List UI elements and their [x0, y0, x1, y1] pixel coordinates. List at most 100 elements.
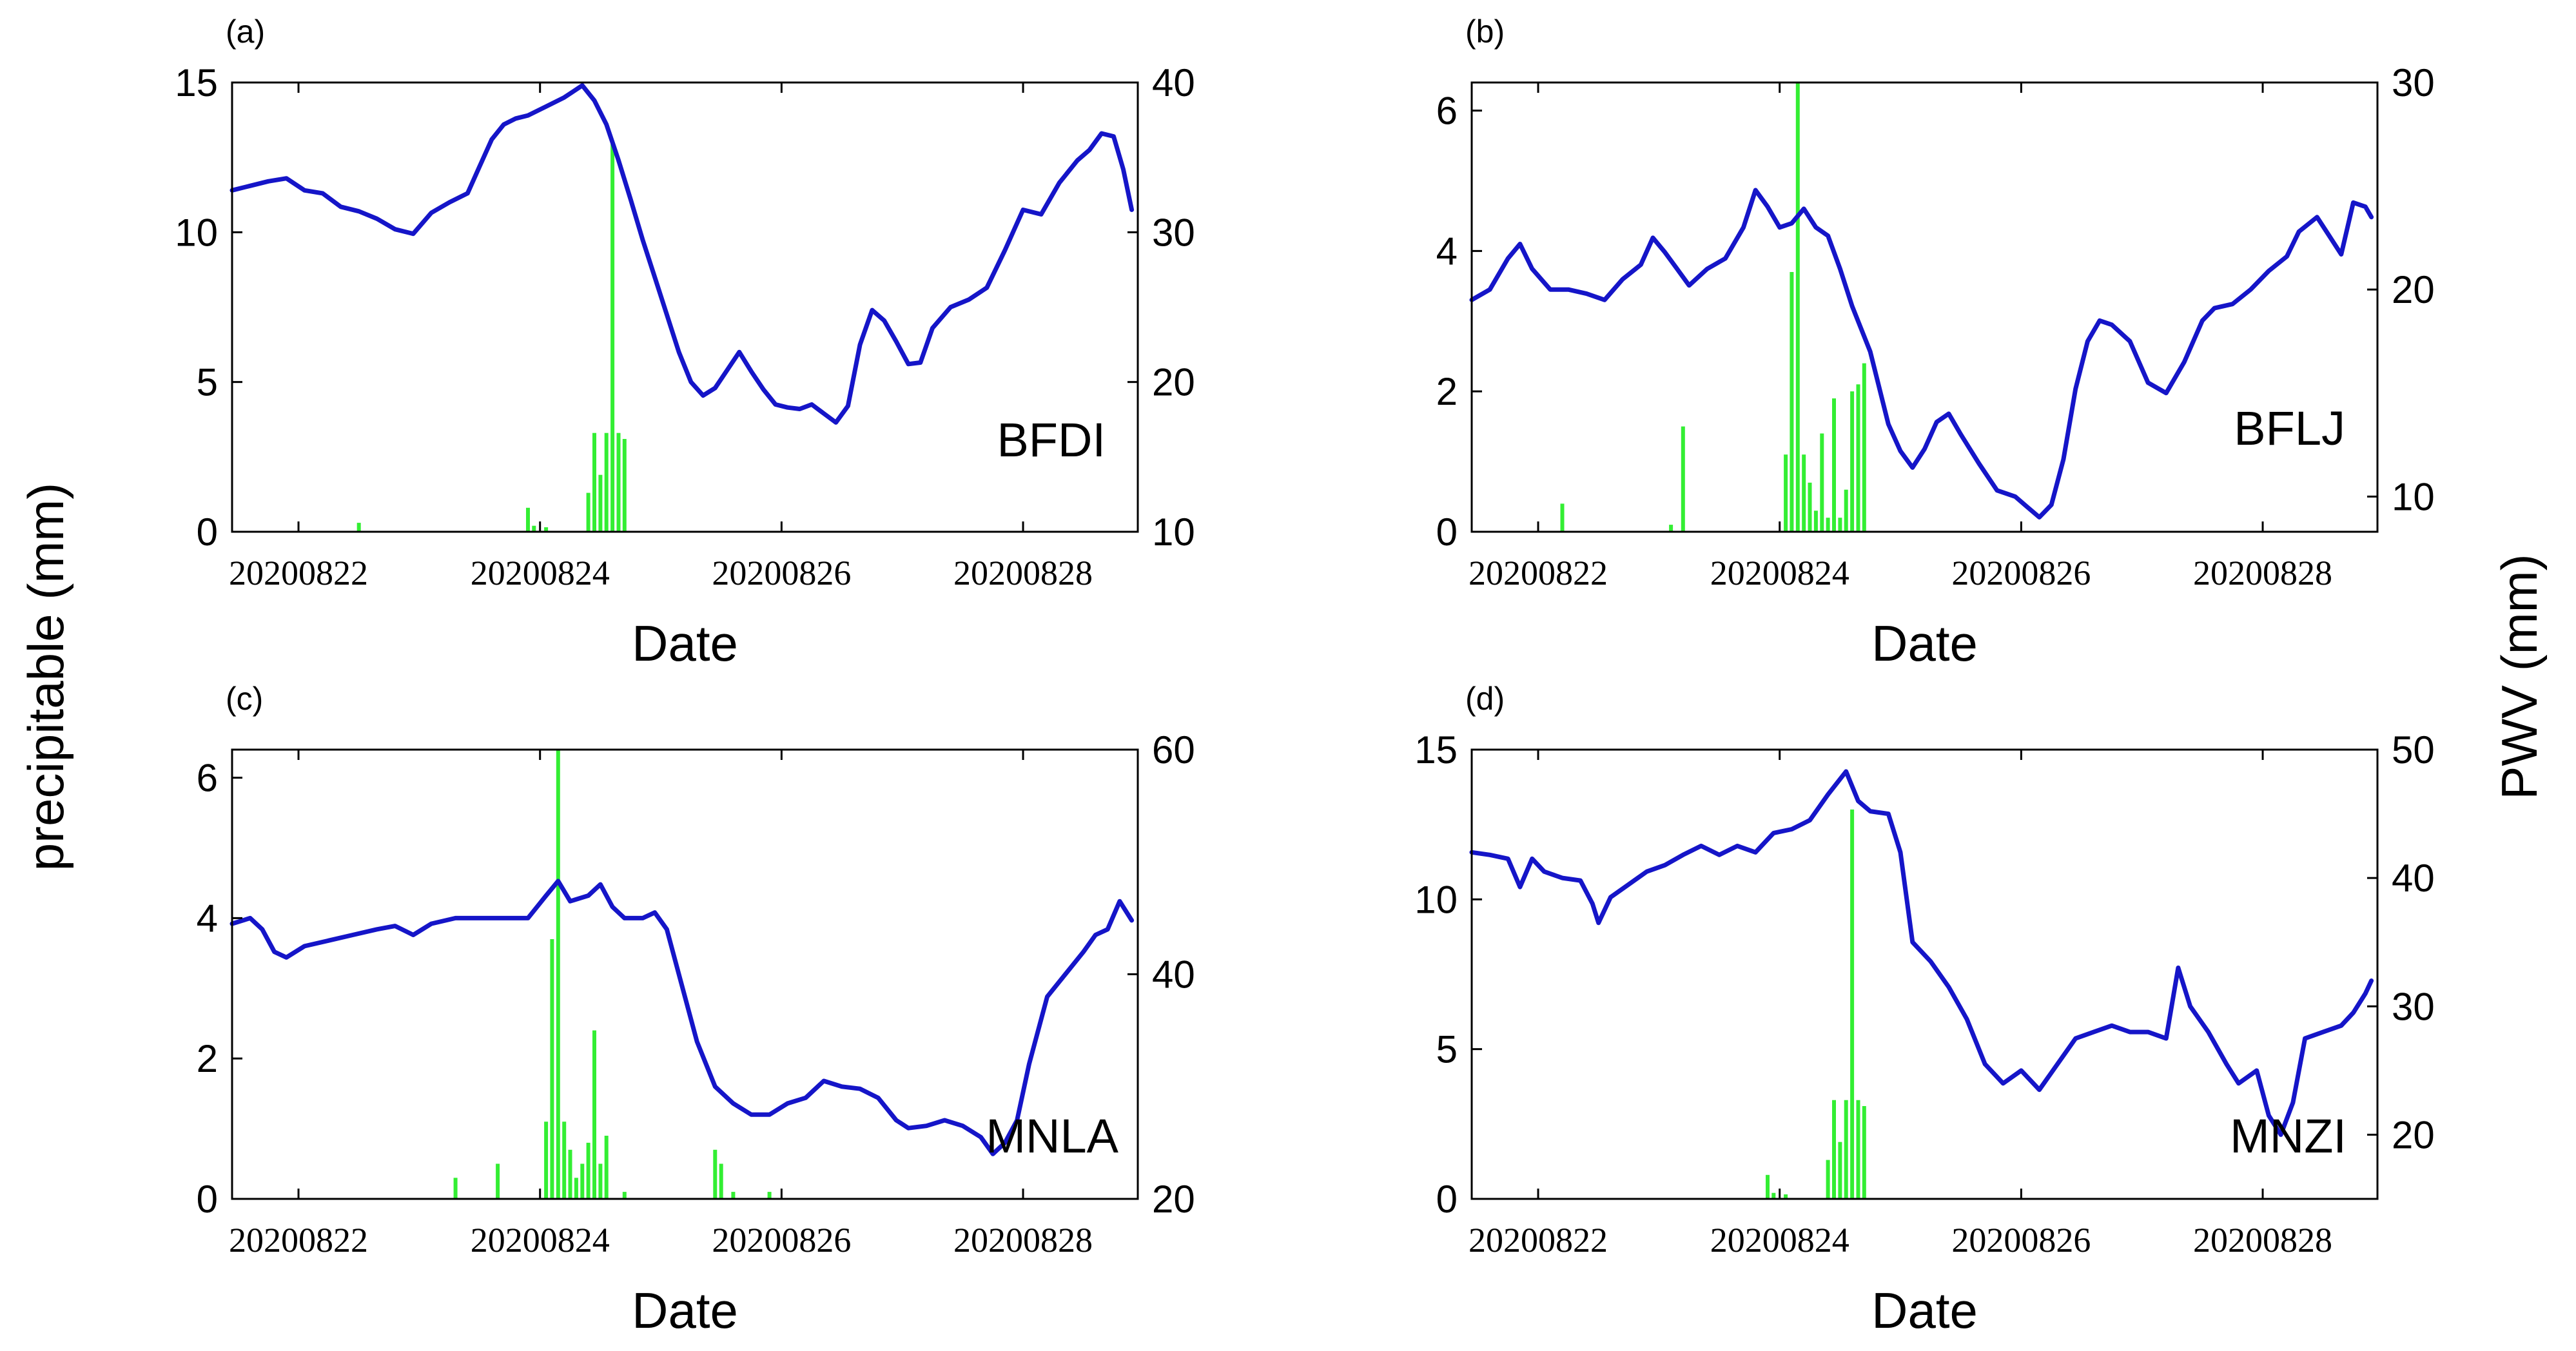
x-tick-label: 20200826: [1951, 1221, 2091, 1259]
precip-bar: [1838, 518, 1842, 532]
precip-bar: [580, 1163, 585, 1199]
precip-bar: [1808, 482, 1812, 532]
right-tick-label: 40: [1152, 953, 1195, 996]
precip-bar: [598, 474, 603, 532]
right-tick-label: 40: [1152, 61, 1195, 104]
precip-bar: [453, 1178, 458, 1199]
precip-bar: [622, 439, 627, 532]
precip-bar: [713, 1149, 717, 1199]
left-tick-label: 5: [197, 361, 218, 404]
panel-label: (a): [226, 14, 265, 50]
x-tick-label: 20200828: [2193, 554, 2332, 592]
precip-bar: [562, 1122, 567, 1199]
right-tick-label: 20: [2392, 268, 2435, 311]
precip-bar: [586, 1142, 590, 1199]
pwv-line: [1469, 769, 2374, 1137]
station-label: BFDI: [997, 413, 1106, 467]
precip-bar: [1862, 1106, 1866, 1199]
precip-bar: [1850, 809, 1855, 1199]
x-tick-label: 20200822: [229, 554, 368, 592]
x-tick-label: 20200828: [953, 554, 1093, 592]
precip-bar: [1795, 83, 1800, 532]
pwv-line: [1469, 188, 2374, 520]
right-tick-label: 30: [1152, 211, 1195, 254]
station-label: MNLA: [986, 1109, 1118, 1163]
panel-label: (b): [1465, 14, 1505, 50]
precip-bar: [1838, 1142, 1842, 1199]
right-tick-label: 30: [2392, 61, 2435, 104]
right-tick-label: 60: [1152, 728, 1195, 772]
precip-bar: [1560, 503, 1565, 532]
left-tick-label: 10: [1414, 878, 1458, 921]
precip-bar: [544, 527, 549, 532]
panel-d: 0 5 10 15 20 30 40 50 20200822 20200824 20200826 20…: [1414, 681, 2435, 1339]
x-axis-title: Date: [632, 615, 738, 672]
left-tick-label: 4: [197, 897, 218, 940]
x-tick-label: 20200826: [712, 554, 851, 592]
left-tick-label: 6: [197, 757, 218, 800]
precip-bar: [496, 1163, 500, 1199]
x-axis-title: Date: [632, 1282, 738, 1339]
precip-bar: [719, 1163, 723, 1199]
left-tick-label: 4: [1436, 229, 1458, 273]
precip-bar: [1766, 1174, 1770, 1199]
left-tick-label: 5: [1436, 1028, 1458, 1071]
left-tick-label: 0: [1436, 1178, 1458, 1221]
left-tick-label: 2: [197, 1037, 218, 1080]
precip-bar: [1784, 1194, 1788, 1199]
x-tick-label: 20200828: [953, 1221, 1093, 1259]
precip-bar: [544, 1122, 549, 1199]
precip-bar: [1850, 391, 1855, 532]
precip-bar: [586, 492, 590, 532]
precip-bar: [1856, 1100, 1860, 1199]
right-tick-label: 40: [2392, 857, 2435, 900]
x-axis-title: Date: [1871, 1282, 1978, 1339]
precip-bar: [1844, 1100, 1848, 1199]
precip-bar: [356, 523, 361, 532]
precip-bar: [604, 433, 609, 532]
precip-bar: [610, 142, 615, 532]
precip-bar: [1856, 384, 1860, 532]
right-tick-label: 10: [2392, 475, 2435, 518]
precip-bar: [598, 1163, 603, 1199]
plot-frame: [1470, 748, 2379, 1200]
x-tick-label: 20200824: [1710, 554, 1849, 592]
right-tick-label: 50: [2392, 728, 2435, 772]
right-tick-label: 30: [2392, 985, 2435, 1028]
pwv-line: [229, 879, 1135, 1156]
plot-frame: [1470, 81, 2379, 533]
precip-bar: [1862, 363, 1866, 532]
panel-a: 0 5 10 15 10 20 30 40 20200822 20200824 20200826 20…: [175, 14, 1195, 672]
precip-bar: [1784, 454, 1788, 532]
panel-label: (c): [226, 681, 263, 717]
precip-bar: [1826, 518, 1830, 532]
precip-bar: [604, 1136, 609, 1199]
x-tick-label: 20200828: [2193, 1221, 2332, 1259]
x-tick-label: 20200824: [471, 1221, 610, 1259]
right-axis-title: PWV (mm): [2491, 554, 2548, 799]
precip-bar: [1832, 1100, 1836, 1199]
precip-bar: [1813, 510, 1818, 532]
station-label: BFLJ: [2234, 402, 2345, 455]
left-tick-label: 0: [197, 1178, 218, 1221]
station-label: MNZI: [2230, 1109, 2347, 1163]
left-tick-label: 0: [1436, 510, 1458, 554]
left-tick-label: 15: [1414, 728, 1458, 772]
right-tick-label: 10: [1152, 510, 1195, 554]
x-axis-title: Date: [1871, 615, 1978, 672]
precip-bar: [1832, 398, 1836, 532]
x-tick-label: 20200824: [471, 554, 610, 592]
precip-bar: [1820, 433, 1824, 532]
precip-bar: [526, 507, 530, 532]
left-axis-title: precipitable (mm): [17, 483, 74, 871]
precip-bar: [568, 1149, 572, 1199]
x-tick-label: 20200822: [1469, 554, 1608, 592]
left-tick-label: 15: [175, 61, 218, 104]
left-tick-label: 10: [175, 211, 218, 254]
precip-bar: [1826, 1160, 1830, 1199]
precip-bar: [532, 525, 536, 532]
precip-bar: [1771, 1192, 1776, 1199]
left-tick-label: 6: [1436, 90, 1458, 133]
precip-bar: [592, 1030, 596, 1199]
